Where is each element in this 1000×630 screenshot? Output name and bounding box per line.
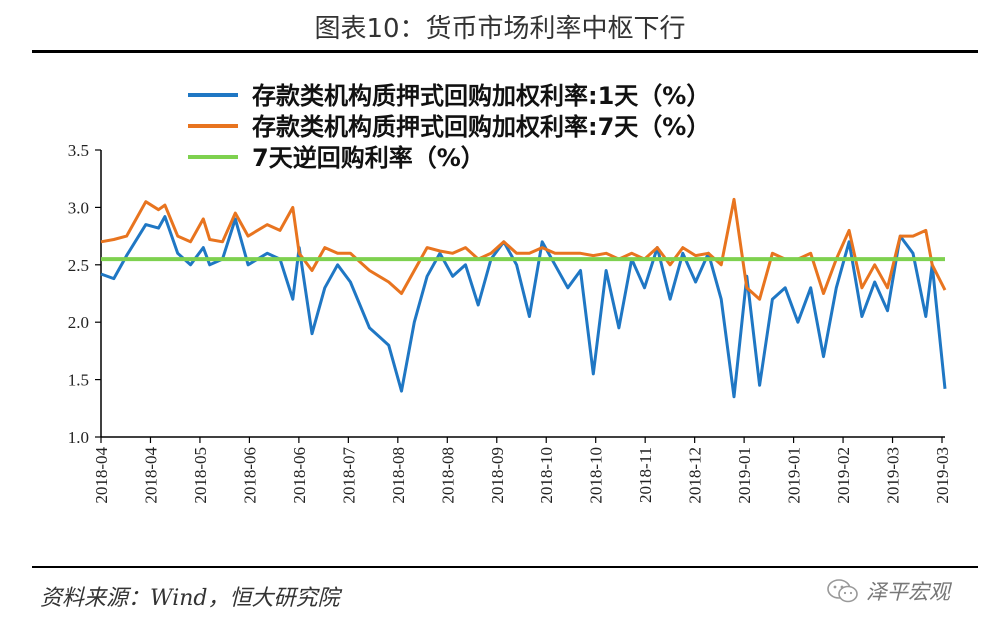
y-tick-label: 1.0: [68, 428, 89, 447]
x-tick-label: 2018-09: [488, 447, 507, 504]
x-tick-label: 2018-04: [92, 447, 111, 504]
x-tick-label: 2018-10: [537, 447, 556, 504]
y-tick-label: 2.5: [68, 256, 89, 275]
brand-name: 泽平宏观: [866, 580, 950, 604]
axes: 1.0 1.5 2.0 2.5 3.0 3.5 2018-04 2018-04 2018-05 2…: [68, 141, 952, 504]
x-tick-label: 2018-06: [290, 447, 309, 504]
x-tick-label: 2019-03: [884, 447, 903, 504]
x-tick-label: 2018-07: [339, 447, 358, 504]
chart-title: 图表10：货币市场利率中枢下行: [314, 14, 686, 44]
legend: 存款类机构质押式回购加权利率:1天（%） 存款类机构质押式回购加权利率:7天（%…: [188, 82, 710, 172]
plot-area: [100, 197, 947, 399]
x-tick-label: 2018-06: [240, 447, 259, 504]
line-chart: 存款类机构质押式回购加权利率:1天（%） 存款类机构质押式回购加权利率:7天（%…: [68, 82, 952, 504]
series-line-d1: [100, 215, 947, 399]
x-tick-label: 2018-12: [686, 447, 705, 504]
y-tick-label: 2.0: [68, 313, 89, 332]
legend-label-1d: 存款类机构质押式回购加权利率:1天（%）: [252, 82, 710, 110]
x-tick-label: 2018-08: [438, 447, 457, 504]
x-tick-label: 2018-04: [141, 447, 160, 504]
footer-rule: [32, 566, 978, 568]
x-tick-label: 2019-02: [834, 447, 853, 504]
legend-label-7d: 存款类机构质押式回购加权利率:7天（%）: [252, 113, 710, 141]
x-tick-label: 2019-01: [735, 447, 754, 504]
x-tick-label: 2018-10: [587, 447, 606, 504]
wechat-icon: [826, 577, 860, 605]
x-tick-label: 2019-01: [785, 447, 804, 504]
source-note: 资料来源：Wind，恒大研究院: [40, 586, 340, 611]
title-rule: [32, 50, 978, 53]
x-tick-label: 2018-05: [191, 447, 210, 504]
y-tick-label: 1.5: [68, 371, 89, 390]
series-line-d7: [100, 197, 947, 301]
y-tick-label: 3.5: [68, 141, 89, 160]
y-tick-label: 3.0: [68, 198, 89, 217]
x-tick-label: 2018-08: [389, 447, 408, 504]
legend-label-reverse-repo: 7天逆回购利率（%）: [252, 144, 485, 172]
x-tick-label: 2019-03: [933, 447, 952, 504]
x-tick-label: 2018-11: [636, 447, 655, 503]
brand-watermark: 泽平宏观: [826, 574, 950, 608]
